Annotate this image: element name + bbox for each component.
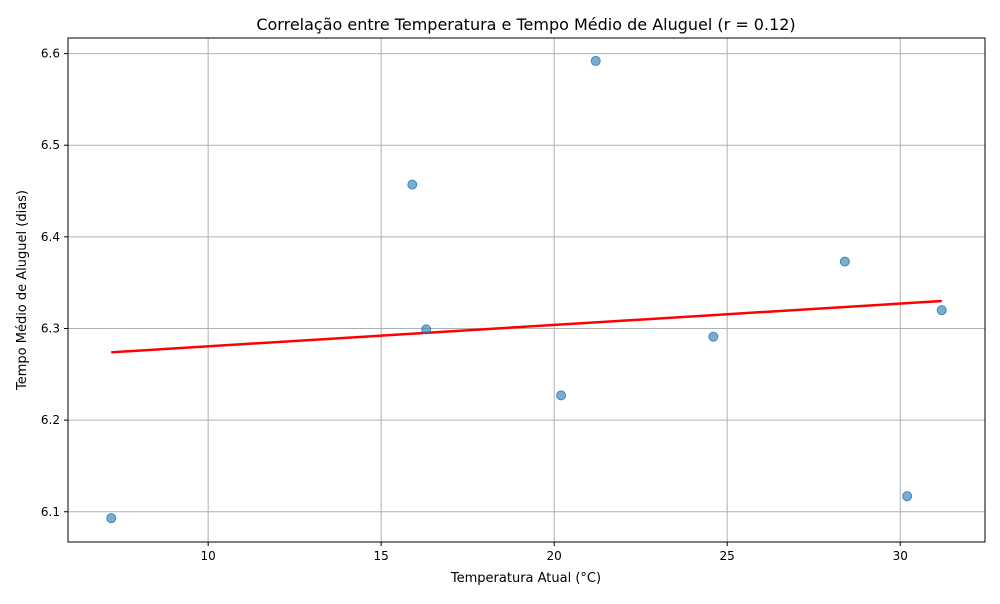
x-tick-label: 30 [893,549,908,563]
x-tick-label: 20 [547,549,562,563]
grid-layer [68,38,985,542]
data-point [407,179,418,190]
data-point [421,324,432,335]
chart-title: Correlação entre Temperatura e Tempo Méd… [256,15,795,34]
data-point [839,256,850,267]
y-tick-label: 6.3 [41,321,60,335]
y-tick-label: 6.6 [41,47,60,61]
points-layer [106,55,947,524]
data-point [556,390,567,401]
data-point [590,55,601,66]
x-axis-label: Temperatura Atual (°C) [450,571,601,586]
data-point [708,331,719,342]
data-point [902,491,913,502]
x-tick-label: 10 [201,549,216,563]
ticks-layer: 10 15 20 25 30 6.1 6.2 6.3 6.4 6.5 6.6 [41,47,908,563]
y-tick-label: 6.2 [41,413,60,427]
y-axis-label: Tempo Médio de Aluguel (dias) [15,190,30,391]
data-point [106,513,117,524]
y-tick-label: 6.1 [41,505,60,519]
plot-frame [67,37,986,543]
x-tick-label: 15 [374,549,389,563]
y-tick-label: 6.4 [41,230,60,244]
regression-line [111,299,942,354]
data-point [936,305,947,316]
regression-layer [111,299,942,354]
x-tick-label: 25 [720,549,735,563]
y-tick-label: 6.5 [41,138,60,152]
